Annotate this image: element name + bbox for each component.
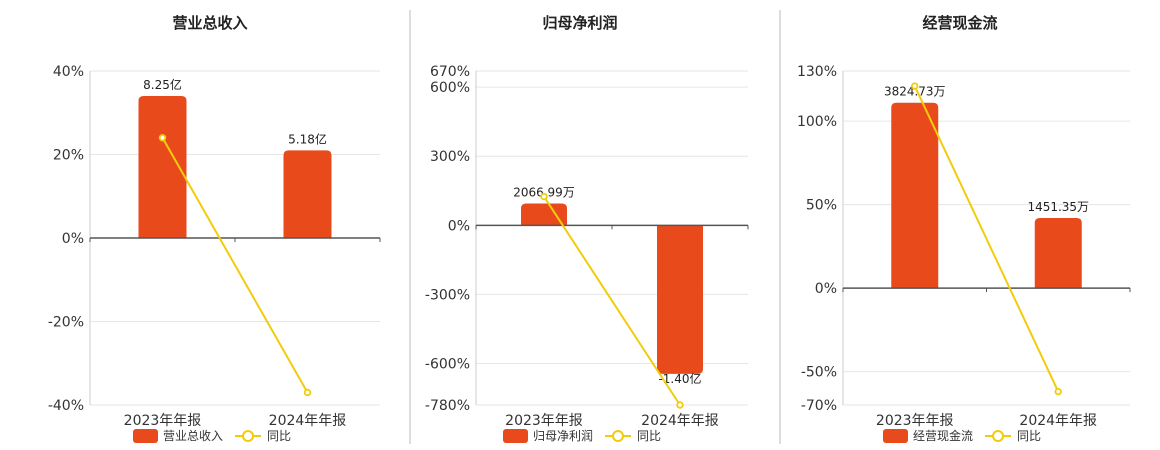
y-tick-label: 100%: [797, 114, 837, 130]
bar: [521, 203, 567, 226]
yoy-point: [676, 401, 684, 409]
yoy-point: [158, 134, 167, 142]
bar: [283, 150, 332, 238]
yoy-line: [543, 195, 681, 406]
bar-value-label: 2066.99万: [513, 185, 575, 199]
chart-title: 营业总收入: [172, 14, 247, 32]
yoy-point: [303, 388, 312, 397]
y-tick-label: 130%: [797, 64, 837, 80]
x-category-label: 2023年年报: [124, 413, 202, 429]
legend-bar-label: 归母净利润: [533, 429, 593, 443]
legend-bar-label: 营业总收入: [163, 429, 223, 443]
legend-line-label: 同比: [637, 429, 661, 443]
bar-value-label: 3824.73万: [884, 85, 946, 99]
x-category-label: 2024年年报: [269, 413, 347, 429]
y-tick-label: 40%: [53, 64, 84, 80]
y-tick-label: -20%: [48, 315, 84, 331]
x-category-label: 2024年年报: [1019, 413, 1097, 429]
yoy-point: [1054, 387, 1062, 396]
legend-line-marker: [612, 430, 625, 442]
bar-value-label: 1451.35万: [1027, 200, 1089, 214]
x-category-label: 2024年年报: [641, 413, 719, 429]
legend-bar-swatch: [883, 429, 908, 443]
bar: [138, 96, 187, 238]
yoy-point: [540, 192, 548, 201]
bar: [1034, 217, 1082, 289]
bar: [891, 102, 939, 289]
legend-line-marker: [242, 430, 255, 442]
legend-line-label: 同比: [267, 429, 291, 443]
y-tick-label: 300%: [430, 149, 470, 165]
legend-bar-swatch: [503, 429, 528, 443]
bar: [657, 225, 703, 374]
yoy-point: [911, 82, 919, 90]
legend-bar-swatch: [133, 429, 158, 443]
legend-line-label: 同比: [1017, 429, 1041, 443]
x-category-label: 2023年年报: [505, 413, 583, 429]
bar-value-label: 8.25亿: [143, 77, 182, 92]
chart-title: 经营现金流: [922, 14, 997, 32]
y-tick-label: 20%: [53, 148, 84, 164]
y-tick-label: 0%: [62, 231, 84, 247]
x-category-label: 2023年年报: [876, 413, 954, 429]
legend-line-marker: [992, 430, 1005, 442]
y-tick-label: 600%: [430, 80, 470, 96]
y-tick-label: 670%: [430, 64, 470, 80]
bar-value-label: 5.18亿: [288, 131, 327, 146]
y-tick-label: -300%: [425, 287, 470, 303]
y-tick-label: -780%: [425, 398, 470, 414]
y-tick-label: -600%: [425, 357, 470, 373]
y-tick-label: 0%: [448, 218, 470, 234]
legend-bar-label: 经营现金流: [913, 428, 973, 443]
yoy-line: [161, 137, 309, 393]
chart-title: 归母净利润: [542, 14, 617, 32]
y-tick-label: -50%: [801, 365, 837, 381]
yoy-line: [913, 85, 1060, 393]
y-tick-label: 0%: [815, 281, 837, 297]
y-tick-label: 50%: [806, 198, 837, 214]
y-tick-label: -40%: [48, 398, 84, 414]
y-tick-label: -70%: [801, 398, 837, 414]
bar-value-label: -1.40亿: [658, 371, 701, 386]
